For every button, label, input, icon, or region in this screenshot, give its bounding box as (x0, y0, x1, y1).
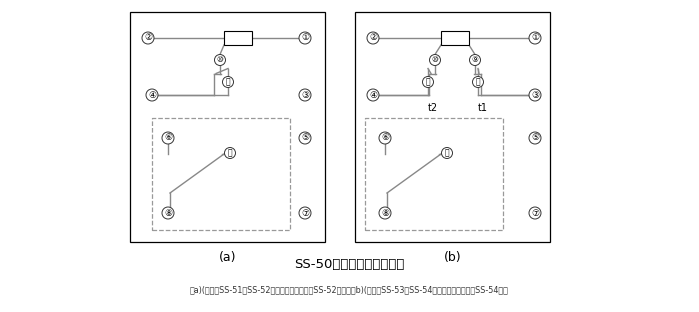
Circle shape (146, 89, 158, 101)
Circle shape (367, 32, 379, 44)
Text: ①: ① (301, 33, 309, 42)
Circle shape (162, 207, 174, 219)
Circle shape (215, 55, 226, 66)
Circle shape (299, 207, 311, 219)
Text: ⑦: ⑦ (531, 208, 539, 217)
Text: ⑫: ⑫ (226, 77, 230, 86)
Text: ④: ④ (148, 90, 156, 100)
Text: （a)(背视）SS-51、SS-52型，图中虚线部分仅SS-52型有；（b)(背视）SS-53、SS-54型，图中虚线部分仅SS-54型有: （a)(背视）SS-51、SS-52型，图中虚线部分仅SS-52型有；（b)(背… (189, 285, 508, 295)
Bar (365, 118, 503, 230)
Text: ⑦: ⑦ (301, 208, 309, 217)
Circle shape (429, 55, 440, 66)
Text: SS-50系列背后端子接线图: SS-50系列背后端子接线图 (294, 259, 404, 271)
Circle shape (529, 32, 541, 44)
Text: ⑧: ⑧ (164, 208, 172, 217)
Text: t2: t2 (428, 103, 438, 113)
Circle shape (142, 32, 154, 44)
Bar (355, 12, 550, 242)
Circle shape (379, 207, 391, 219)
Circle shape (529, 207, 541, 219)
Circle shape (299, 32, 311, 44)
Text: ⑩: ⑩ (217, 56, 224, 65)
Text: ⑱: ⑱ (228, 149, 232, 158)
Circle shape (422, 76, 433, 87)
Text: ⑤: ⑤ (531, 134, 539, 143)
Text: ⑩: ⑩ (431, 56, 438, 65)
Text: ③: ③ (531, 90, 539, 100)
Circle shape (529, 132, 541, 144)
Text: ⑤: ⑤ (301, 134, 309, 143)
Text: ⑨: ⑨ (472, 56, 478, 65)
Circle shape (470, 55, 480, 66)
Text: ②: ② (144, 33, 152, 42)
Text: ⑥: ⑥ (164, 134, 172, 143)
Text: ⑪: ⑪ (476, 77, 480, 86)
Text: ①: ① (531, 33, 539, 42)
Circle shape (379, 132, 391, 144)
Text: ⑥: ⑥ (381, 134, 389, 143)
Circle shape (473, 76, 484, 87)
Text: ⑫: ⑫ (426, 77, 431, 86)
Text: (b): (b) (444, 251, 461, 264)
Circle shape (367, 89, 379, 101)
Circle shape (162, 132, 174, 144)
Text: ⑧: ⑧ (381, 208, 389, 217)
Circle shape (529, 89, 541, 101)
Bar (224, 31, 252, 45)
Text: ④: ④ (369, 90, 377, 100)
Circle shape (222, 76, 233, 87)
Circle shape (299, 89, 311, 101)
Bar (130, 12, 325, 242)
Text: ③: ③ (301, 90, 309, 100)
Text: ②: ② (369, 33, 377, 42)
Text: (a): (a) (219, 251, 236, 264)
Bar (152, 118, 290, 230)
Bar (441, 31, 469, 45)
Text: ⑱: ⑱ (445, 149, 449, 158)
Circle shape (442, 148, 452, 158)
Circle shape (224, 148, 236, 158)
Text: t1: t1 (478, 103, 488, 113)
Circle shape (299, 132, 311, 144)
